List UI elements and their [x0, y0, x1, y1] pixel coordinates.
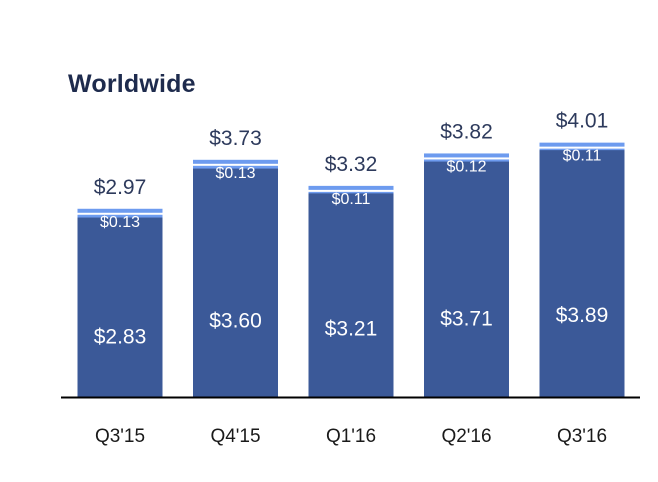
bar-segment-base [539, 149, 625, 397]
bar-segment-label: $0.13 [100, 214, 140, 231]
x-tick-label: Q3'15 [95, 426, 145, 447]
bar-total-label: $3.82 [440, 120, 493, 143]
bar-segment-top [539, 142, 625, 151]
chart-title: Worldwide [68, 70, 196, 98]
bar-segment-base [424, 161, 509, 397]
bar-segment-label: $0.11 [563, 148, 602, 165]
bar-value-label: $3.21 [325, 318, 378, 341]
bar-segment-label: $0.13 [215, 165, 255, 182]
bar-segment-base [77, 217, 163, 397]
bar-separator [77, 212, 163, 215]
bar-segment-top [308, 185, 394, 194]
bar-segment-label: $0.11 [332, 191, 371, 208]
bar-value-label: $3.71 [440, 308, 493, 331]
bar-value-label: $3.89 [556, 304, 609, 327]
x-tick-label: Q2'16 [441, 426, 491, 447]
bar-segment-label: $0.12 [446, 158, 486, 175]
bar-separator [539, 146, 625, 149]
bar-value-label: $3.60 [209, 310, 262, 333]
bar-segment-base [308, 192, 394, 397]
bar-total-label: $2.97 [94, 176, 147, 199]
bar-segment-base [193, 168, 278, 397]
bar-separator [308, 189, 394, 192]
bar-value-label: $2.83 [94, 325, 147, 348]
bar-total-label: $3.73 [209, 127, 262, 150]
x-tick-label: Q4'15 [210, 426, 260, 447]
bar-separator [424, 157, 509, 160]
x-tick-label: Q1'16 [326, 426, 376, 447]
x-tick-label: Q3'16 [557, 426, 607, 447]
bar-total-label: $4.01 [556, 110, 609, 133]
bar-separator [193, 163, 278, 166]
bar-total-label: $3.32 [325, 153, 378, 176]
